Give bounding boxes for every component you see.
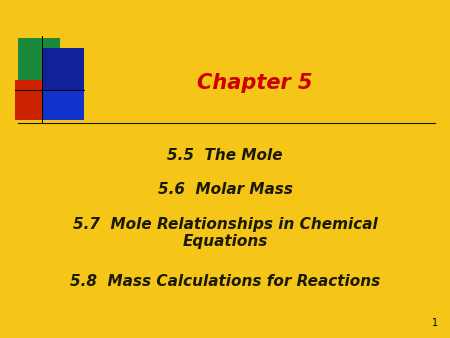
Bar [18, 38, 60, 90]
Text: 5.6  Molar Mass: 5.6 Molar Mass [158, 183, 292, 197]
Text: 5.7  Mole Relationships in Chemical
Equations: 5.7 Mole Relationships in Chemical Equat… [72, 217, 378, 249]
Bar [15, 80, 57, 120]
Text: Chapter 5: Chapter 5 [197, 73, 313, 93]
Text: 5.8  Mass Calculations for Reactions: 5.8 Mass Calculations for Reactions [70, 273, 380, 289]
Text: 5.5  The Mole: 5.5 The Mole [167, 147, 283, 163]
Text: 1: 1 [432, 318, 438, 328]
Bar [42, 80, 84, 120]
Bar [42, 48, 84, 90]
